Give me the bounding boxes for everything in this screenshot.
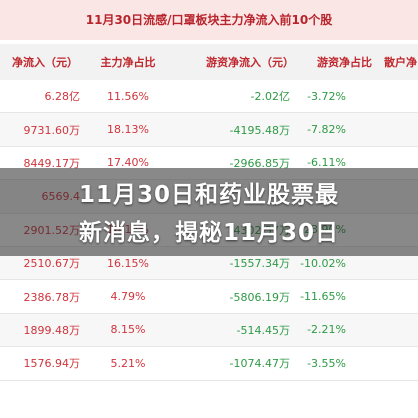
table-cell: -1557.34万 xyxy=(229,257,290,271)
table-cell: -5806.19万 xyxy=(229,290,290,304)
table-cell: 8449.17万 xyxy=(23,156,81,170)
table-cell: 9731.60万 xyxy=(23,123,81,137)
overlay-text: 11月30日和药业股票最 xyxy=(78,182,339,208)
table-cell: 1899.48万 xyxy=(23,323,81,337)
table-cell: -514.45万 xyxy=(236,323,290,337)
table-cell: 17.40% xyxy=(107,156,149,170)
column-header: 游资净流入（元） xyxy=(206,56,294,69)
table-cell: 1576.94万 xyxy=(23,357,81,371)
column-header: 主力净占比 xyxy=(100,56,156,69)
table-cell: 2386.78万 xyxy=(23,290,81,304)
table-cell: -4195.48万 xyxy=(229,123,290,137)
table-cell: 2510.67万 xyxy=(23,257,81,271)
table-cell: -11.65% xyxy=(300,290,346,304)
table-cell: 6.28亿 xyxy=(44,90,81,104)
column-header: 净流入（元） xyxy=(12,56,78,69)
table-cell: -3.72% xyxy=(307,89,346,103)
table-cell: -2966.85万 xyxy=(229,156,290,170)
table-cell: 16.15% xyxy=(107,256,149,270)
table-row: 2386.78万 4.79% -5806.19万 -11.65% xyxy=(0,280,418,314)
table-cell: -10.02% xyxy=(300,256,346,270)
table-cell: -6.11% xyxy=(307,156,346,170)
overlay-text: 新消息，揭秘11月30日 xyxy=(78,220,339,246)
header-row: 净流入（元） 主力净占比 游资净流入（元） 游资净占比 散户净 xyxy=(0,44,418,80)
table-cell: 18.13% xyxy=(107,123,149,137)
table-cell: 8.15% xyxy=(110,323,146,337)
column-header: 游资净占比 xyxy=(317,56,372,69)
overlay-band xyxy=(0,168,418,256)
column-header: 散户净 xyxy=(384,56,417,69)
table-cell: 4.79% xyxy=(110,290,146,304)
table-cell: -1074.47万 xyxy=(229,357,290,371)
table-title: 11月30日流感/口罩板块主力净流入前10个股 xyxy=(0,0,418,40)
table-cell: -2.21% xyxy=(307,323,346,337)
table-cell: -2.02亿 xyxy=(250,90,290,104)
table-cell: 11.56% xyxy=(107,89,149,103)
table-cell: -3.55% xyxy=(307,356,346,370)
table-row: 9731.60万 18.13% -4195.48万 -7.82% xyxy=(0,113,418,147)
table-row: 6.28亿 11.56% -2.02亿 -3.72% xyxy=(0,80,418,114)
table-row: 1576.94万 5.21% -1074.47万 -3.55% xyxy=(0,347,418,381)
table-cell: -7.82% xyxy=(307,123,346,137)
table-row: 1899.48万 8.15% -514.45万 -2.21% xyxy=(0,313,418,348)
table-cell: 5.21% xyxy=(110,356,146,370)
